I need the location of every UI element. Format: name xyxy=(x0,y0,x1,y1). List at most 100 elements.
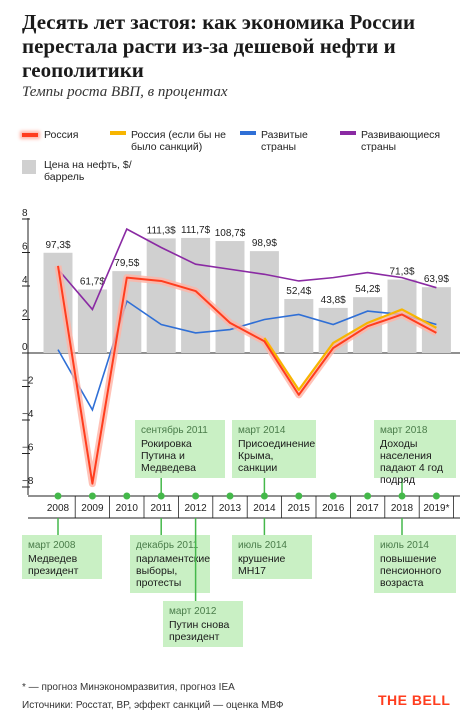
event-below: декабрь 2011 парламент­скиевыборы,протест… xyxy=(130,535,210,593)
event-text: Доходы xyxy=(380,438,417,450)
series-line-russia xyxy=(57,265,437,485)
chart-title: Десять лет застоя: как экономика России … xyxy=(22,10,416,82)
oil-price-label: 79,5$ xyxy=(114,258,139,269)
legend-label-russia-no-sanctions: Россия (если бы не было санкций) xyxy=(131,129,226,153)
timeline-dot xyxy=(295,492,303,500)
oil-price-label: 97,3$ xyxy=(45,240,70,251)
event-box xyxy=(135,420,225,478)
event-box xyxy=(22,535,102,579)
legend-swatch-russia xyxy=(22,133,38,137)
event-text: Присоедине­ние xyxy=(238,438,315,450)
y-tick-label: −2 xyxy=(22,376,34,387)
y-tick-label: 2 xyxy=(22,309,28,320)
event-box xyxy=(232,535,312,579)
oil-price-label: 111,7$ xyxy=(181,225,211,236)
oil-price-label: 54,2$ xyxy=(355,284,380,295)
event-text: протесты xyxy=(136,577,181,589)
timeline-dot xyxy=(123,492,131,500)
x-tick-label: 2008 xyxy=(47,503,70,514)
event-text: президент xyxy=(28,565,79,577)
event-date: декабрь 2011 xyxy=(136,539,199,551)
x-tick-label: 2013 xyxy=(219,503,242,514)
event-box xyxy=(374,535,456,593)
event-text: повышение xyxy=(380,553,437,565)
event-text: Медведев xyxy=(28,553,78,565)
legend-swatch-oil xyxy=(22,160,36,174)
x-tick-label: 2012 xyxy=(184,503,207,514)
y-tick-label: 6 xyxy=(22,242,28,253)
the-bell-logo: THE BELL xyxy=(378,692,451,708)
sources: Источники: Росстат, BP, эффект санкций —… xyxy=(22,700,284,711)
oil-price-label: 98,9$ xyxy=(252,238,277,249)
oil-price-label: 52,4$ xyxy=(286,286,311,297)
event-text: президент xyxy=(169,631,220,643)
event-text: падают 4 год xyxy=(380,462,443,474)
oil-bar xyxy=(215,241,245,353)
event-box xyxy=(163,601,243,647)
oil-price-label: 61,7$ xyxy=(80,276,105,287)
event-text: Рокировка xyxy=(141,438,192,450)
event-date: март 2008 xyxy=(28,540,76,551)
y-tick-label: −4 xyxy=(22,409,34,420)
x-tick-label: 2017 xyxy=(356,503,379,514)
y-tick-label: 4 xyxy=(22,275,28,286)
legend-label-developing: Развивающиеся страны xyxy=(361,129,441,153)
series-line-russia-no-sanctions xyxy=(263,308,437,391)
timeline-dot xyxy=(88,492,96,500)
x-tick-label: 2019* xyxy=(423,503,449,514)
event-text: возраста xyxy=(380,577,424,589)
event-text: парламент­ские xyxy=(136,553,210,565)
series-line-developing xyxy=(57,227,437,311)
event-text: Путина и xyxy=(141,450,185,462)
event-text: пенсионного xyxy=(380,565,441,577)
timeline-dot xyxy=(329,492,337,500)
event-text: Медведева xyxy=(141,462,196,474)
oil-price-label: 63,9$ xyxy=(424,274,449,285)
oil-price-label: 108,7$ xyxy=(215,228,246,239)
timeline-dot xyxy=(226,492,234,500)
oil-bar xyxy=(421,287,451,353)
gdp-growth-chart: 8 6 4 2 0 −2 −4 −6 −8 97,3$ 61,7$ 79,5$ 111,3$ 111,7$… xyxy=(22,208,460,647)
timeline-dot xyxy=(54,492,62,500)
x-tick-label: 2015 xyxy=(288,503,311,514)
legend-label-russia: Россия xyxy=(44,129,79,141)
oil-bar xyxy=(146,238,176,353)
timeline-dot xyxy=(432,492,440,500)
event-text: крушение xyxy=(238,553,285,565)
event-date: июль 2014 xyxy=(380,540,429,551)
y-tick-label: 8 xyxy=(22,208,28,219)
x-tick-label: 2016 xyxy=(322,503,345,514)
event-box xyxy=(130,535,210,593)
x-tick-label: 2011 xyxy=(150,503,172,514)
y-tick-label: −6 xyxy=(22,443,34,454)
event-text: населения xyxy=(380,450,432,462)
legend-label-developed: Развитые страны xyxy=(261,129,308,153)
x-tick-label: 2018 xyxy=(391,503,414,514)
oil-price-label: 71,3$ xyxy=(389,267,414,278)
oil-bar xyxy=(284,299,314,353)
event-box xyxy=(374,420,456,478)
x-tick-label: 2009 xyxy=(81,503,104,514)
oil-price-label: 111,3$ xyxy=(147,225,177,236)
legend-swatch-developing xyxy=(340,131,356,135)
event-text: санкции xyxy=(238,462,277,474)
event-date: март 2012 xyxy=(169,606,217,617)
legend-label-oil: Цена на нефть, $/баррель xyxy=(44,159,132,183)
oil-price-label: 43,8$ xyxy=(321,295,346,306)
event-text: подряд xyxy=(380,474,415,486)
event-text: Путин снова xyxy=(169,619,230,631)
event-date: сентябрь 2011 xyxy=(141,424,208,436)
oil-bar xyxy=(77,289,107,353)
event-text: MH17 xyxy=(238,565,266,577)
y-tick-label: 0 xyxy=(22,342,28,353)
timeline-dot xyxy=(364,492,372,500)
x-tick-label: 2010 xyxy=(116,503,139,514)
timeline-dot xyxy=(192,492,200,500)
legend-swatch-developed xyxy=(240,131,256,135)
